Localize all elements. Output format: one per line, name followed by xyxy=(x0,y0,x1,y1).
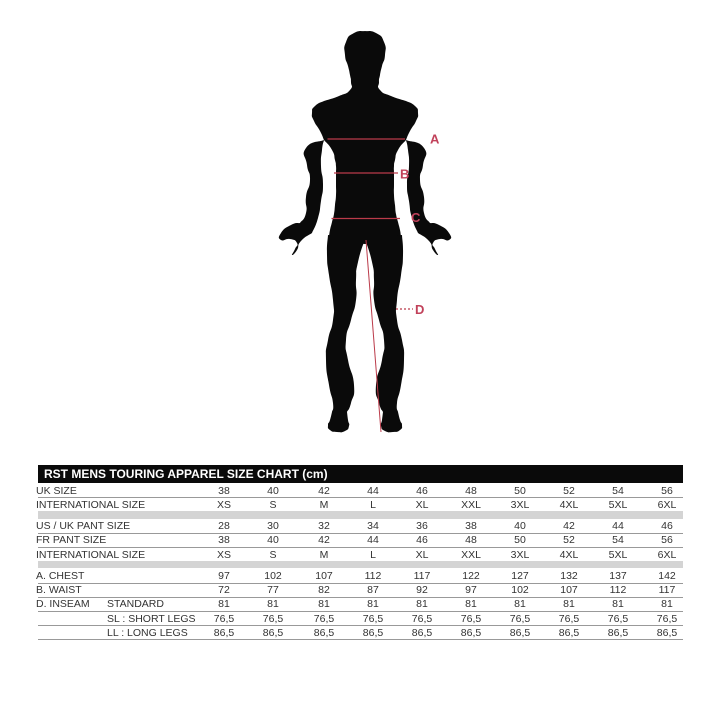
svg-text:A: A xyxy=(430,132,440,147)
svg-text:C: C xyxy=(411,210,421,225)
svg-text:B: B xyxy=(400,167,409,182)
svg-text:D: D xyxy=(415,302,424,317)
